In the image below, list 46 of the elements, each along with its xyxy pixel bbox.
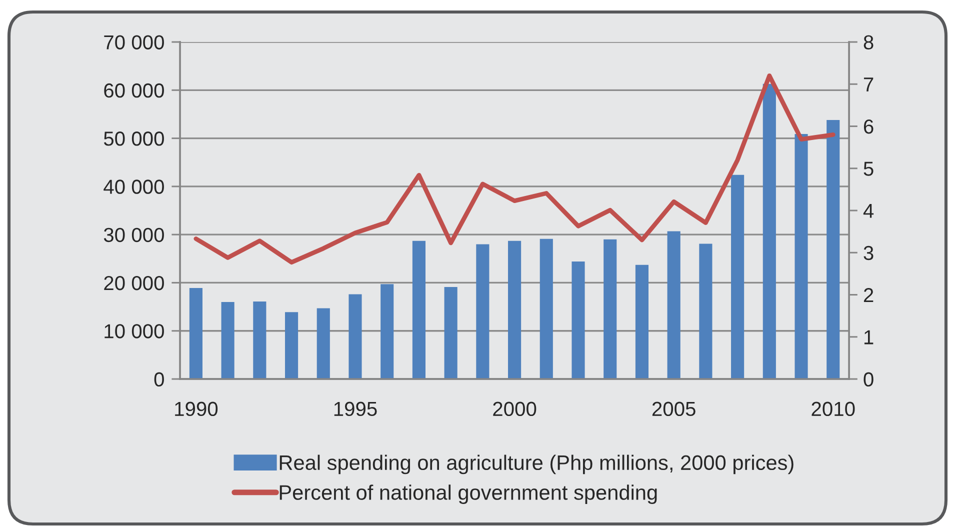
y-tick-label: 60 000 [104, 83, 164, 98]
y-tick-label: 40 000 [104, 180, 164, 194]
x-tick-label: 2000 [493, 402, 536, 416]
bar [380, 284, 394, 380]
y2-tick-label: 3 [864, 246, 874, 260]
y2-tick-label: 5 [864, 162, 874, 176]
bar [762, 84, 776, 380]
y2-tick-label: 6 [864, 119, 874, 134]
bar [699, 244, 712, 380]
y-tick-label: 70 000 [104, 35, 164, 50]
y-tick-label: 10 000 [104, 324, 164, 338]
x-tick-label: 2005 [652, 402, 696, 416]
x-tick-label: 1990 [175, 402, 218, 416]
y2-tick-label: 7 [864, 78, 874, 92]
legend-label: Real spending on agriculture (Php millions, 2000 prices) [280, 454, 794, 474]
bar [604, 239, 617, 380]
y2-tick-label: 2 [864, 288, 874, 302]
y2-tick-label: 1 [864, 330, 874, 344]
legend-label: Percent of national government spending [280, 484, 657, 504]
bar [221, 302, 234, 380]
bar [508, 240, 522, 380]
y2-tick-label: 4 [863, 204, 874, 218]
bar [253, 302, 266, 380]
bar [731, 174, 744, 380]
y-tick-label: 0 [154, 372, 164, 387]
y-tick-label: 50 000 [104, 132, 164, 146]
bar [667, 231, 680, 380]
x-tick-label: 2010 [812, 402, 855, 416]
bar [189, 288, 202, 380]
bar [635, 264, 649, 380]
bar [826, 120, 840, 380]
y2-tick-label: 8 [864, 35, 874, 50]
bar [412, 240, 426, 380]
bar [348, 294, 362, 380]
bar [572, 262, 585, 380]
line-series [194, 73, 836, 265]
y2-tick-label: 0 [864, 372, 874, 387]
y-tick-label: 20 000 [104, 276, 164, 290]
bar [316, 308, 330, 380]
bar [476, 244, 490, 380]
bar [444, 287, 458, 380]
bar [284, 312, 298, 380]
x-tick-label: 1995 [334, 402, 377, 416]
y-tick-label: 30 000 [104, 228, 164, 242]
bar [794, 134, 808, 380]
bar [540, 238, 553, 380]
